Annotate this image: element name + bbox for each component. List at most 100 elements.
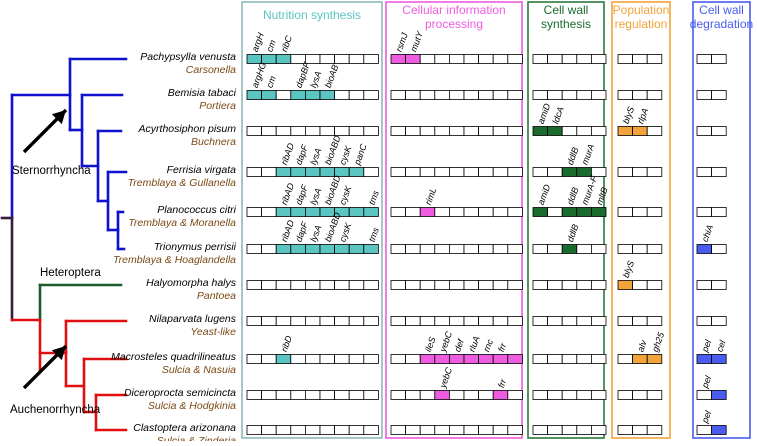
gene-cell bbox=[334, 280, 350, 290]
gene-label: lysA bbox=[308, 187, 323, 206]
gene-cell bbox=[275, 354, 292, 364]
gene-cell bbox=[290, 167, 306, 177]
gene-cell bbox=[448, 425, 465, 435]
gene-cell bbox=[478, 54, 494, 64]
gene-cell bbox=[591, 280, 607, 290]
gene-cell bbox=[275, 425, 292, 435]
gene-cell bbox=[561, 390, 578, 400]
gene-cell bbox=[561, 207, 578, 217]
gene-cell bbox=[547, 54, 563, 64]
gene-label: pel bbox=[699, 374, 713, 391]
gene-label: rnc bbox=[481, 338, 495, 354]
host-species-label: Halyomorpha halys bbox=[146, 277, 237, 289]
gene-cell bbox=[547, 316, 563, 326]
gene-cell bbox=[390, 90, 407, 100]
gene-cell bbox=[696, 90, 713, 100]
gene-cell bbox=[617, 167, 634, 177]
gene-cell bbox=[448, 207, 465, 217]
gene-cell bbox=[390, 126, 407, 136]
gene-cell bbox=[246, 390, 263, 400]
gene-cell bbox=[561, 354, 578, 364]
gene-cell bbox=[363, 244, 379, 254]
category-panels: Nutrition synthesis Cellular informationp… bbox=[241, 1, 753, 439]
gene-cell bbox=[617, 126, 634, 136]
gene-cell bbox=[532, 390, 549, 400]
gene-cell bbox=[363, 90, 379, 100]
gene-cell bbox=[405, 316, 421, 326]
gene-cell bbox=[492, 425, 509, 435]
gene-cell bbox=[507, 207, 523, 217]
gene-cell bbox=[261, 90, 277, 100]
gene-cell bbox=[696, 126, 713, 136]
gene-cell bbox=[478, 90, 494, 100]
sternorrhyncha-arrow-head bbox=[51, 110, 66, 125]
gene-cell bbox=[246, 90, 263, 100]
gene-cell bbox=[463, 207, 480, 217]
gene-cell bbox=[419, 390, 436, 400]
gene-label: def bbox=[452, 337, 466, 354]
gene-cell bbox=[561, 280, 578, 290]
gene-cell bbox=[290, 316, 306, 326]
gene-cell bbox=[348, 316, 365, 326]
gene-cell bbox=[492, 316, 509, 326]
gene-cell bbox=[334, 244, 350, 254]
gene-cell bbox=[507, 167, 523, 177]
gene-cell bbox=[275, 126, 292, 136]
gene-cell bbox=[561, 90, 578, 100]
gene-cell bbox=[390, 207, 407, 217]
gene-cell bbox=[711, 90, 727, 100]
gene-label: murA bbox=[580, 143, 597, 167]
gene-cell bbox=[419, 54, 436, 64]
gene-cell bbox=[304, 207, 321, 217]
gene-cell bbox=[532, 90, 549, 100]
gene-cell bbox=[532, 354, 549, 364]
gene-cell bbox=[561, 126, 578, 136]
symbiont-label: Sulcia & Zinderia bbox=[157, 435, 237, 441]
panel-title-cellwall_syn: Cell wall bbox=[544, 3, 589, 17]
gene-cell bbox=[275, 207, 292, 217]
gene-label: mutY bbox=[408, 29, 425, 53]
panel-nutrition bbox=[241, 1, 383, 439]
gene-cell bbox=[348, 354, 365, 364]
gene-cell bbox=[348, 280, 365, 290]
gene-cell bbox=[576, 316, 592, 326]
gene-cell bbox=[591, 244, 607, 254]
gene-cell bbox=[463, 425, 480, 435]
gene-cell bbox=[532, 316, 549, 326]
gene-label: blyS bbox=[621, 105, 636, 125]
gene-label: gh25 bbox=[650, 330, 667, 353]
gene-cell bbox=[348, 54, 365, 64]
gene-cell bbox=[463, 90, 480, 100]
gene-cell bbox=[547, 390, 563, 400]
gene-cell bbox=[532, 126, 549, 136]
gene-cell bbox=[696, 425, 713, 435]
clade-label-sternorrhyncha: Sternorrhyncha bbox=[12, 165, 91, 177]
gene-cell bbox=[617, 280, 634, 290]
gene-cell bbox=[532, 54, 549, 64]
gene-cell bbox=[646, 54, 663, 64]
gene-label: yebC bbox=[437, 366, 454, 391]
gene-cell bbox=[290, 244, 306, 254]
gene-cell bbox=[304, 390, 321, 400]
gene-cell bbox=[448, 126, 465, 136]
gene-cell bbox=[507, 425, 523, 435]
auchenorrhyncha-arrow-head bbox=[51, 346, 66, 361]
gene-cell bbox=[617, 390, 634, 400]
gene-cell bbox=[696, 244, 713, 254]
gene-label: blyS bbox=[621, 259, 636, 279]
gene-cell bbox=[434, 207, 450, 217]
gene-cell bbox=[463, 354, 480, 364]
gene-cell bbox=[696, 167, 713, 177]
gene-label: ldcA bbox=[550, 105, 565, 125]
gene-cell bbox=[478, 126, 494, 136]
gene-cell bbox=[492, 390, 509, 400]
gene-cell bbox=[334, 54, 350, 64]
gene-cell bbox=[632, 244, 648, 254]
gene-cell bbox=[492, 207, 509, 217]
gene-cell bbox=[419, 354, 436, 364]
gene-cell bbox=[591, 316, 607, 326]
gene-cell bbox=[275, 244, 292, 254]
